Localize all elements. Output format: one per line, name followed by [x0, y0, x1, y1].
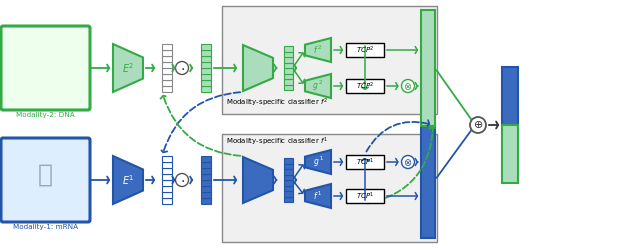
Circle shape	[401, 80, 415, 92]
Polygon shape	[305, 38, 331, 62]
Bar	[162, 198, 172, 204]
Text: $\otimes$: $\otimes$	[403, 80, 413, 92]
FancyBboxPatch shape	[1, 138, 90, 222]
Polygon shape	[305, 74, 331, 98]
Text: $TCP^2$: $TCP^2$	[356, 44, 374, 56]
Text: $f^{\,2}$: $f^{\,2}$	[314, 44, 323, 56]
Bar	[421, 122, 435, 238]
Text: $T\bar{C}P^1$: $T\bar{C}P^1$	[356, 156, 374, 168]
Polygon shape	[243, 157, 273, 203]
Text: $\cdot$: $\cdot$	[180, 60, 184, 74]
Bar	[201, 180, 211, 186]
Text: $\oplus$: $\oplus$	[473, 120, 483, 130]
Bar	[346, 43, 384, 57]
Bar	[201, 50, 211, 56]
Bar	[284, 84, 292, 90]
Bar	[284, 46, 292, 52]
Bar	[284, 196, 292, 202]
Circle shape	[175, 62, 189, 74]
Bar	[284, 57, 292, 62]
Bar	[346, 189, 384, 203]
Bar	[201, 192, 211, 198]
Bar	[284, 174, 292, 180]
Bar	[201, 80, 211, 86]
Bar	[284, 52, 292, 57]
Bar	[162, 186, 172, 192]
Bar	[162, 192, 172, 198]
Circle shape	[401, 156, 415, 168]
Bar	[162, 56, 172, 62]
Bar	[162, 180, 172, 186]
Bar	[284, 186, 292, 191]
Text: $\otimes$: $\otimes$	[403, 156, 413, 168]
Bar	[162, 168, 172, 174]
Bar	[201, 174, 211, 180]
Bar	[162, 86, 172, 92]
Bar	[201, 168, 211, 174]
Bar	[502, 125, 518, 183]
Bar	[502, 67, 518, 125]
Bar	[222, 134, 437, 242]
Bar	[284, 68, 292, 73]
Bar	[284, 79, 292, 84]
Polygon shape	[243, 45, 273, 91]
Polygon shape	[305, 150, 331, 174]
Text: Modality-1: mRNA: Modality-1: mRNA	[13, 224, 78, 230]
Bar	[162, 68, 172, 74]
Text: $g^{\,1}$: $g^{\,1}$	[312, 155, 323, 169]
Bar	[162, 62, 172, 68]
Bar	[222, 6, 437, 114]
Bar	[284, 62, 292, 68]
Bar	[201, 68, 211, 74]
Bar	[284, 191, 292, 196]
Bar	[201, 198, 211, 204]
Bar	[421, 10, 435, 126]
Bar	[201, 86, 211, 92]
Text: $E^1$: $E^1$	[122, 173, 134, 187]
Text: $\cdot$: $\cdot$	[180, 172, 184, 186]
Text: 🔬: 🔬	[38, 163, 53, 187]
Polygon shape	[113, 156, 143, 204]
Bar	[162, 44, 172, 50]
Text: $g^{\,2}$: $g^{\,2}$	[312, 79, 323, 93]
Bar	[162, 80, 172, 86]
Text: Modality-specific classifier $f^{\,2}$: Modality-specific classifier $f^{\,2}$	[226, 97, 328, 109]
Bar	[162, 50, 172, 56]
Bar	[162, 74, 172, 80]
Text: $E^2$: $E^2$	[122, 61, 134, 75]
Bar	[201, 156, 211, 162]
Circle shape	[175, 174, 189, 186]
Bar	[346, 155, 384, 169]
Bar	[284, 180, 292, 186]
Bar	[284, 164, 292, 169]
FancyBboxPatch shape	[1, 26, 90, 110]
Text: Modality-specific classifier $f^{\,1}$: Modality-specific classifier $f^{\,1}$	[226, 136, 328, 148]
Bar	[201, 186, 211, 192]
Text: Modality-2: DNA: Modality-2: DNA	[16, 112, 75, 118]
Bar	[346, 79, 384, 93]
Bar	[162, 156, 172, 162]
Bar	[284, 74, 292, 79]
Text: $f^{\,1}$: $f^{\,1}$	[314, 190, 323, 202]
Bar	[284, 158, 292, 164]
Text: $TCP^1$: $TCP^1$	[356, 190, 374, 202]
Circle shape	[470, 117, 486, 133]
Bar	[284, 169, 292, 174]
Bar	[162, 174, 172, 180]
Bar	[201, 44, 211, 50]
Bar	[201, 74, 211, 80]
Text: $T\bar{C}P^2$: $T\bar{C}P^2$	[356, 80, 374, 92]
Polygon shape	[113, 44, 143, 92]
Bar	[162, 162, 172, 168]
Polygon shape	[305, 184, 331, 208]
Bar	[201, 162, 211, 168]
Bar	[201, 56, 211, 62]
Bar	[201, 62, 211, 68]
